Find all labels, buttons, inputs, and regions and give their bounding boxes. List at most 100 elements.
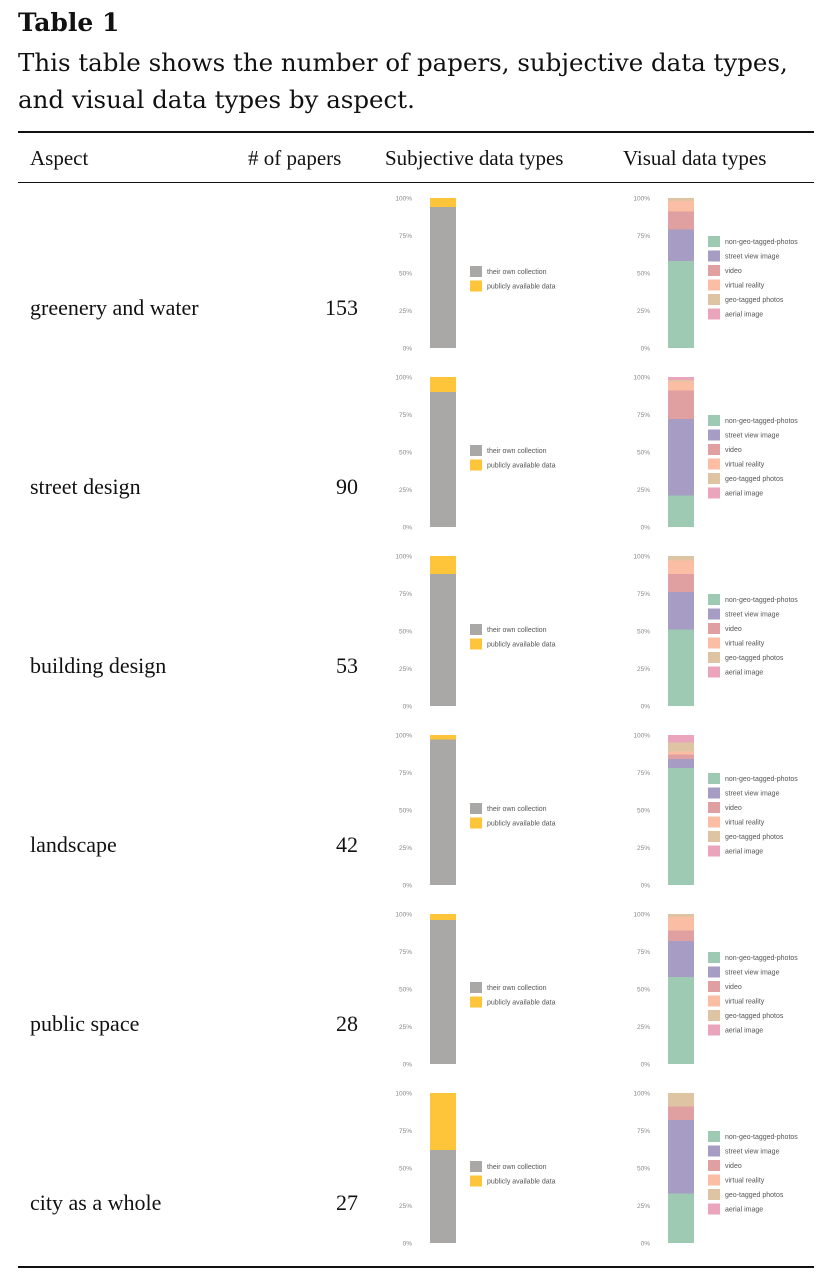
- subjective-legend-swatch: [470, 1161, 482, 1172]
- aspect-cell: greenery and water: [30, 295, 199, 320]
- subjective-tick-label: 100%: [395, 375, 412, 382]
- visual-legend-swatch: [708, 308, 720, 320]
- visual-bar-segment: [668, 592, 694, 630]
- papers-count-cell: 42: [336, 832, 358, 857]
- visual-tick-label: 50%: [637, 450, 650, 457]
- subjective-bar-segment: [430, 556, 456, 574]
- visual-legend-label: non-geo-tagged-photos: [725, 776, 798, 783]
- visual-tick-label: 25%: [637, 1203, 650, 1210]
- subjective-tick-label: 0%: [403, 1062, 413, 1069]
- subjective-legend-swatch: [470, 445, 482, 456]
- subjective-legend-label: their own collection: [487, 627, 547, 634]
- visual-legend-label: virtual reality: [725, 820, 765, 827]
- visual-legend-swatch: [708, 666, 720, 678]
- visual-legend-swatch: [708, 1010, 720, 1021]
- visual-legend-swatch: [708, 444, 720, 455]
- papers-count-cell: 53: [336, 653, 358, 678]
- subjective-tick-label: 25%: [399, 308, 412, 315]
- subjective-legend-swatch: [470, 1175, 482, 1187]
- visual-legend-label: geo-tagged photos: [725, 1192, 784, 1199]
- visual-legend-swatch: [708, 487, 720, 499]
- visual-legend-swatch: [708, 652, 720, 663]
- subjective-legend-label: their own collection: [487, 1164, 547, 1171]
- visual-legend-swatch: [708, 458, 720, 470]
- header-papers: # of papers: [248, 146, 342, 170]
- table-caption: This table shows the number of papers, s…: [18, 48, 788, 114]
- visual-bar-segment: [668, 735, 694, 743]
- subjective-legend-swatch: [470, 638, 482, 650]
- subjective-tick-label: 50%: [399, 987, 412, 994]
- visual-legend-label: street view image: [725, 1149, 780, 1156]
- visual-bar-segment: [668, 574, 694, 592]
- subjective-tick-label: 25%: [399, 1203, 412, 1210]
- visual-legend-label: aerial image: [725, 312, 763, 319]
- subjective-legend-swatch: [470, 266, 482, 277]
- visual-legend-swatch: [708, 608, 720, 620]
- subjective-tick-label: 75%: [399, 412, 412, 419]
- visual-legend-swatch: [708, 265, 720, 276]
- visual-tick-label: 100%: [633, 1091, 650, 1098]
- subjective-legend-label: their own collection: [487, 269, 547, 276]
- visual-legend-swatch: [708, 594, 720, 605]
- visual-tick-label: 100%: [633, 912, 650, 919]
- subjective-bar-segment: [430, 1150, 456, 1243]
- visual-chart: 100% 75% 50% 25% 0% non-geo-tagged-photos stre…: [633, 375, 798, 532]
- visual-bar-segment: [668, 390, 694, 419]
- visual-tick-label: 50%: [637, 808, 650, 815]
- subjective-bar-segment: [430, 920, 456, 1064]
- visual-legend-label: virtual reality: [725, 641, 765, 648]
- header-subjective: Subjective data types: [385, 146, 564, 170]
- visual-bar-segment: [668, 229, 694, 261]
- subjective-tick-label: 75%: [399, 1128, 412, 1135]
- visual-bar-segment: [668, 1120, 694, 1194]
- visual-bar-segment: [668, 211, 694, 230]
- subjective-tick-label: 100%: [395, 912, 412, 919]
- subjective-tick-label: 75%: [399, 949, 412, 956]
- visual-bar-segment: [668, 742, 694, 752]
- visual-bar-segment: [668, 380, 694, 382]
- visual-legend-swatch: [708, 415, 720, 426]
- subjective-tick-label: 50%: [399, 629, 412, 636]
- subjective-tick-label: 0%: [403, 346, 413, 353]
- visual-legend-swatch: [708, 1174, 720, 1186]
- visual-tick-label: 50%: [637, 271, 650, 278]
- visual-legend-label: virtual reality: [725, 999, 765, 1006]
- visual-tick-label: 100%: [633, 196, 650, 203]
- subjective-tick-label: 0%: [403, 525, 413, 532]
- bottom-rule: [18, 1266, 814, 1268]
- visual-tick-label: 75%: [637, 591, 650, 598]
- subjective-bar-segment: [430, 207, 456, 348]
- visual-tick-label: 0%: [641, 346, 651, 353]
- visual-legend-label: video: [725, 1163, 742, 1170]
- subjective-tick-label: 25%: [399, 845, 412, 852]
- subjective-legend-label: their own collection: [487, 985, 547, 992]
- visual-legend-label: street view image: [725, 791, 780, 798]
- visual-legend-swatch: [708, 1189, 720, 1200]
- visual-legend-swatch: [708, 845, 720, 857]
- subjective-tick-label: 25%: [399, 487, 412, 494]
- visual-tick-label: 100%: [633, 733, 650, 740]
- visual-bar-segment: [668, 556, 694, 561]
- visual-bar-segment: [668, 198, 694, 201]
- visual-legend-label: aerial image: [725, 1207, 763, 1214]
- subjective-chart: 100% 75% 50% 25% 0% their own collection publi…: [395, 554, 555, 711]
- visual-legend-label: non-geo-tagged-photos: [725, 239, 798, 246]
- visual-tick-label: 100%: [633, 554, 650, 561]
- visual-bar-segment: [668, 914, 694, 917]
- subjective-bar-segment: [430, 739, 456, 885]
- subjective-legend-swatch: [470, 280, 482, 292]
- visual-tick-label: 25%: [637, 308, 650, 315]
- visual-tick-label: 75%: [637, 412, 650, 419]
- subjective-tick-label: 50%: [399, 450, 412, 457]
- visual-legend-label: non-geo-tagged-photos: [725, 1134, 798, 1141]
- visual-legend-swatch: [708, 623, 720, 634]
- visual-legend-label: geo-tagged photos: [725, 1013, 784, 1020]
- visual-legend-label: geo-tagged photos: [725, 476, 784, 483]
- visual-tick-label: 0%: [641, 525, 651, 532]
- visual-chart: 100% 75% 50% 25% 0% non-geo-tagged-photos stre…: [633, 554, 798, 711]
- subjective-legend-label: publicly available data: [487, 821, 556, 828]
- visual-legend-label: geo-tagged photos: [725, 655, 784, 662]
- visual-bar-segment: [668, 930, 694, 941]
- visual-legend-label: video: [725, 984, 742, 991]
- visual-legend-swatch: [708, 831, 720, 842]
